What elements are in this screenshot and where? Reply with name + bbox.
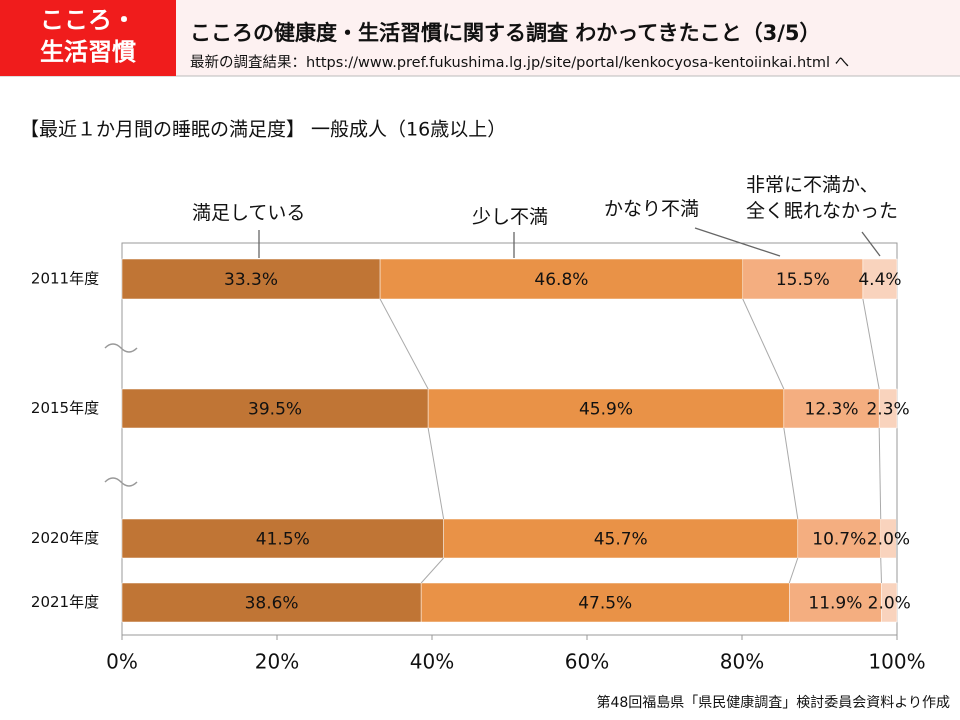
- bar-segment: [121, 258, 381, 300]
- y-tick-label: 2020年度: [31, 529, 99, 547]
- bar-segment: [121, 582, 422, 623]
- chart-title: 【最近１か月間の睡眠の満足度】 一般成人（16歳以上）: [20, 119, 506, 141]
- badge-line: こころ・: [40, 6, 136, 34]
- bar-segment: [742, 258, 864, 300]
- plot-frame: [121, 242, 898, 636]
- leader-line: [861, 231, 881, 257]
- bar-segment: [420, 582, 790, 623]
- x-tick-label: 60%: [565, 650, 609, 674]
- leader-line: [694, 227, 781, 257]
- value-label: 45.9%: [579, 400, 633, 420]
- series-label: かなり不満: [604, 198, 700, 220]
- value-label: 2.0%: [868, 594, 911, 614]
- value-label: 41.5%: [256, 530, 310, 550]
- bar-segment: [789, 582, 882, 623]
- bar-segment: [783, 388, 880, 429]
- connector: [878, 427, 882, 520]
- value-label: 47.5%: [578, 594, 632, 614]
- x-tick-label: 100%: [868, 650, 925, 674]
- bar-segment: [121, 388, 429, 429]
- value-label: 10.7%: [812, 530, 866, 550]
- x-tick-label: 20%: [255, 650, 299, 674]
- value-label: 11.9%: [808, 594, 862, 614]
- badge: [0, 0, 176, 76]
- y-tick-label: 2011年度: [31, 270, 99, 288]
- value-label: 38.6%: [245, 594, 299, 614]
- bar-segment: [862, 258, 898, 300]
- series-label: 満足している: [192, 202, 306, 224]
- x-tick-label: 80%: [720, 650, 764, 674]
- value-label: 33.3%: [224, 270, 278, 290]
- x-tick-label: 0%: [106, 650, 138, 674]
- connector: [783, 427, 799, 520]
- value-label: 4.4%: [858, 270, 901, 290]
- badge-line: 生活習慣: [40, 38, 136, 66]
- connector: [427, 427, 445, 520]
- connector: [379, 298, 429, 390]
- axis-break: [104, 343, 138, 487]
- value-label: 45.7%: [594, 530, 648, 550]
- bar-segment: [797, 518, 881, 559]
- y-tick-label: 2015年度: [31, 399, 99, 417]
- bar-segment: [880, 518, 897, 559]
- value-label: 39.5%: [248, 400, 302, 420]
- bar-segment: [121, 518, 444, 559]
- value-label: 2.3%: [866, 400, 909, 420]
- header-title: こころの健康度・生活習慣に関する調査 わかってきたこと（3/5）: [190, 21, 821, 45]
- source-note: 第48回福島県「県民健康調査」検討委員会資料より作成: [596, 694, 950, 711]
- series-label: 少し不満: [472, 206, 549, 228]
- connector: [420, 557, 444, 584]
- bar-segment: [427, 388, 785, 429]
- bar-segment: [878, 388, 898, 429]
- connector: [742, 298, 785, 390]
- connector: [862, 298, 880, 390]
- value-label: 12.3%: [805, 400, 859, 420]
- value-label: 2.0%: [867, 530, 910, 550]
- connector: [788, 557, 799, 584]
- value-label: 15.5%: [776, 270, 830, 290]
- bar-segment: [443, 518, 799, 559]
- connector: [880, 557, 882, 584]
- x-tick-label: 40%: [410, 650, 454, 674]
- header-url: 最新の調査結果：https://www.pref.fukushima.lg.jp…: [190, 54, 849, 71]
- y-tick-label: 2021年度: [31, 593, 99, 611]
- bar-segment: [881, 582, 898, 623]
- value-label: 46.8%: [534, 270, 588, 290]
- series-label: 非常に不満か、 全く眠れなかった: [746, 174, 899, 222]
